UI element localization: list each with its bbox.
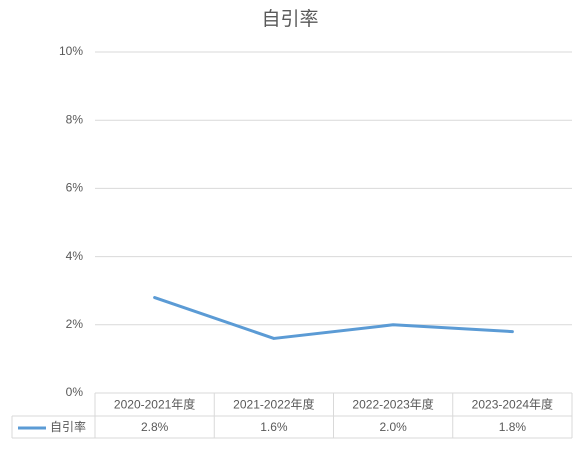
- legend-label: 自引率: [50, 419, 86, 434]
- x-tick-label: 2022-2023年度: [352, 397, 433, 412]
- y-tick-label: 10%: [59, 44, 83, 58]
- y-tick-label: 0%: [66, 385, 84, 399]
- y-tick-label: 4%: [66, 249, 84, 263]
- data-table-value: 2.8%: [141, 420, 169, 434]
- data-table-value: 1.8%: [499, 420, 527, 434]
- chart-title: 自引率: [261, 8, 318, 30]
- data-line: [153, 296, 514, 340]
- x-tick-label: 2021-2022年度: [233, 397, 314, 412]
- x-tick-label: 2023-2024年度: [472, 397, 553, 412]
- data-table-value: 2.0%: [379, 420, 407, 434]
- y-tick-label: 2%: [66, 317, 84, 331]
- y-tick-label: 6%: [66, 181, 84, 195]
- data-table-value: 1.6%: [260, 420, 288, 434]
- y-tick-label: 8%: [66, 112, 84, 126]
- x-tick-label: 2020-2021年度: [114, 397, 195, 412]
